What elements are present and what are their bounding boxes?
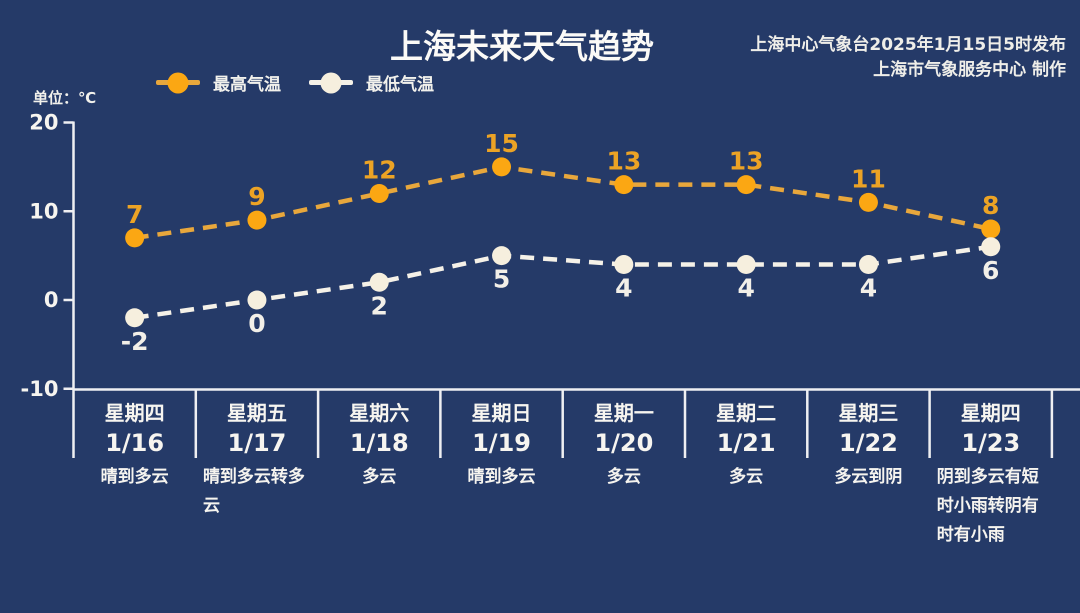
weekday-label: 星期二: [716, 401, 776, 425]
weekday-label: 星期日: [472, 401, 532, 425]
weather-label: 晴到多云转多云: [202, 467, 305, 516]
low-temp-point: [125, 308, 145, 328]
publisher-info: 上海中心气象台2025年1月15日5时发布 上海市气象服务中心 制作: [750, 33, 1066, 83]
low-temp-marker-icon: [309, 72, 353, 93]
low-temp-point: [492, 246, 512, 266]
low-temp-point: [369, 272, 389, 292]
weather-label: 晴到多云: [100, 467, 169, 487]
weather-label: 多云: [729, 467, 764, 487]
weather-label: 多云: [606, 467, 641, 487]
high-temp-point: [125, 228, 145, 248]
weekday-label: 星期一: [594, 401, 654, 425]
weekday-label: 星期三: [838, 401, 898, 425]
low-temp-value-label: 6: [982, 256, 999, 285]
high-temp-value-label: 13: [606, 147, 641, 176]
weather-label: 多云: [362, 467, 397, 487]
date-label: 1/17: [228, 429, 287, 457]
low-temp-value-label: -2: [121, 327, 149, 356]
y-axis-label: 20: [29, 111, 58, 135]
low-temp-value-label: 2: [371, 291, 388, 320]
publisher-line-1: 上海中心气象台2025年1月15日5时发布: [750, 35, 1066, 55]
date-label: 1/20: [594, 429, 653, 457]
high-temp-value-label: 11: [851, 164, 886, 193]
date-label: 1/19: [472, 429, 531, 457]
unit-label: 单位：℃: [33, 89, 97, 107]
date-label: 1/22: [839, 429, 898, 457]
weekday-label: 星期四: [105, 401, 165, 425]
high-temp-value-label: 7: [126, 200, 143, 229]
date-label: 1/21: [717, 429, 776, 457]
high-temp-point: [981, 219, 1001, 239]
legend-item-low-temp: 最低气温: [309, 70, 434, 95]
high-temp-value-label: 8: [982, 191, 999, 220]
low-temp-point: [247, 290, 267, 310]
high-temp-dot-icon: [167, 72, 189, 93]
low-temp-value-label: 0: [248, 309, 265, 338]
legend-label-low-temp: 最低气温: [366, 75, 434, 95]
high-temp-point: [614, 175, 634, 195]
high-temp-point: [492, 157, 512, 177]
publisher-line-2: 上海市气象服务中心 制作: [873, 60, 1066, 80]
chart-legend: 最高气温 最低气温: [156, 70, 434, 95]
low-temp-value-label: 4: [860, 274, 877, 303]
low-temp-line: [134, 244, 992, 320]
low-temp-value-label: 5: [493, 265, 510, 294]
y-axis-label: 10: [29, 199, 58, 223]
high-temp-value-label: 9: [248, 182, 265, 211]
high-temp-value-label: 15: [484, 129, 519, 158]
high-temp-marker-icon: [156, 72, 200, 93]
weekday-label: 星期四: [961, 401, 1021, 425]
weekday-label: 星期六: [349, 401, 409, 425]
date-label: 1/16: [105, 429, 164, 457]
high-temp-point: [736, 175, 756, 195]
low-temp-value-label: 4: [737, 274, 754, 303]
low-temp-point: [614, 255, 634, 274]
high-temp-value-label: 12: [362, 156, 397, 185]
date-label: 1/23: [961, 429, 1020, 457]
high-temp-point: [247, 210, 267, 230]
y-axis-label: -10: [21, 377, 59, 401]
legend-label-high-temp: 最高气温: [213, 75, 281, 95]
low-temp-value-label: 4: [615, 274, 632, 303]
high-temp-value-label: 13: [729, 147, 764, 176]
weather-label: 多云到阴: [834, 467, 903, 487]
weekday-label: 星期五: [227, 401, 287, 425]
high-temp-point: [369, 184, 389, 203]
date-label: 1/18: [350, 429, 409, 457]
page-title: 上海未来天气趋势: [390, 27, 654, 66]
low-temp-point: [981, 237, 1001, 257]
high-temp-line: [134, 164, 992, 241]
weather-label: 阴到多云有短时小雨转阴有时有小雨: [936, 467, 1039, 545]
low-temp-point: [858, 255, 878, 274]
low-temp-dot-icon: [320, 72, 342, 93]
legend-item-high-temp: 最高气温: [156, 70, 281, 95]
low-temp-point: [736, 255, 756, 274]
y-axis-label: 0: [44, 288, 59, 312]
weather-label: 晴到多云: [467, 467, 536, 487]
high-temp-point: [858, 192, 878, 212]
